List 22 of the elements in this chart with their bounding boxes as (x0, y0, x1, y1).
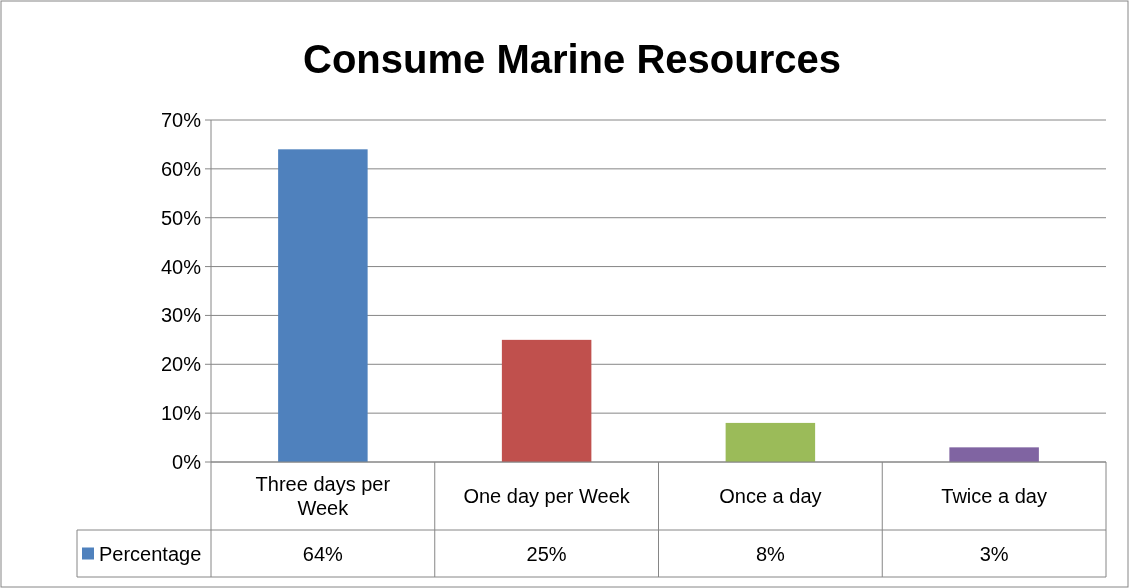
chart-title: Consume Marine Resources (303, 37, 841, 81)
bar (949, 447, 1039, 462)
bar (725, 422, 816, 462)
x-tick-label: Once a day (719, 485, 822, 507)
data-label: 25% (526, 542, 567, 565)
y-tick-label: 70% (160, 109, 202, 131)
data-label: 64% (302, 542, 344, 565)
legend-label: Percentage (99, 542, 202, 565)
y-tick-label: 30% (160, 304, 202, 327)
x-tick-label: Three days per Week (255, 473, 391, 519)
y-tick-label: 40% (160, 255, 202, 278)
y-tick-label: 50% (160, 206, 202, 229)
data-label: 8% (755, 542, 786, 565)
y-tick-label: 10% (160, 402, 202, 425)
y-tick-label: 20% (160, 353, 202, 376)
bar (501, 339, 592, 462)
y-tick-label: 60% (160, 157, 202, 180)
x-tick-label: One day per Week (463, 485, 631, 507)
x-tick-label: Twice a day (941, 485, 1047, 507)
data-label: 3% (979, 542, 1009, 565)
bar (278, 149, 368, 462)
y-tick-label: 0% (172, 451, 202, 473)
